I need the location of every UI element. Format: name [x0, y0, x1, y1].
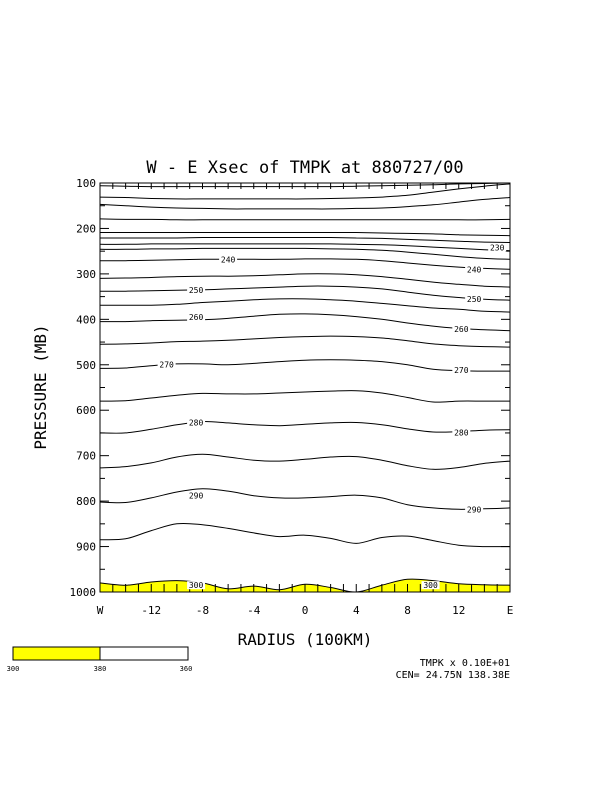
x-tick-label: -8 [196, 604, 209, 617]
x-tick-label: -4 [247, 604, 261, 617]
contour-label-mask [219, 255, 238, 264]
units-note: TMPK x 0.10E+01 [420, 658, 510, 669]
contour-label-mask [465, 505, 484, 514]
contour-label-mask [187, 418, 206, 427]
contour-275 [99, 390, 510, 403]
contour-label-290: 290 [467, 505, 482, 514]
colorbar-label: 380 [94, 665, 107, 673]
contour-250 [99, 285, 511, 301]
x-tick-label: 0 [302, 604, 309, 617]
colorbar-label: 360 [180, 665, 193, 673]
contour-label-290: 290 [189, 492, 204, 501]
contour-label-250: 250 [467, 295, 482, 304]
contour-240 [99, 258, 511, 270]
contour-label-260: 260 [454, 325, 469, 334]
contour-label-mask [465, 294, 484, 303]
y-tick-label: 200 [76, 222, 96, 235]
contour-label-240: 240 [221, 255, 236, 264]
contour-255 [100, 298, 511, 313]
x-tick-label: W [97, 604, 104, 617]
contour-label-mask [187, 581, 206, 590]
contour-label-mask [421, 581, 440, 590]
contour-label-270: 270 [159, 360, 174, 369]
y-tick-label: 500 [76, 359, 96, 372]
y-tick-label: 400 [76, 313, 96, 326]
contour-label-300: 300 [423, 581, 438, 590]
contour-label-mask [452, 324, 471, 333]
contour-label-280: 280 [454, 428, 469, 437]
contour-295 [99, 522, 511, 548]
y-tick-label: 600 [76, 404, 96, 417]
contour-280 [99, 421, 511, 434]
contour-label-240: 240 [467, 265, 482, 274]
contour-lines [99, 182, 511, 593]
colorbar-filled [12, 646, 101, 661]
contour-230 [99, 243, 511, 252]
contour-265 [99, 335, 511, 348]
x-axis-label: RADIUS (100KM) [238, 630, 373, 649]
x-tick-label: 12 [452, 604, 465, 617]
contour-220 [100, 232, 511, 237]
chart-title: W - E Xsec of TMPK at 880727/00 [146, 158, 463, 178]
x-tick-label: E [507, 604, 514, 617]
contour-label-260: 260 [189, 313, 204, 322]
x-tick-label: 4 [353, 604, 360, 617]
contour-205 [99, 183, 511, 200]
contour-245 [99, 273, 511, 288]
contour-label-230: 230 [490, 244, 505, 253]
y-axis: 100 200 300 400 500 600 700 800 900 1000 [70, 177, 510, 599]
y-tick-label: 900 [76, 541, 96, 554]
contour-label-mask [452, 428, 471, 437]
colorbar-label: 300 [7, 665, 20, 673]
contour-labels: 300 300 290 290 280 280 270 270 260 260 250 250 240 2… [157, 243, 507, 590]
contour-290 [99, 488, 511, 510]
x-tick-label: 8 [404, 604, 411, 617]
y-tick-label: 1000 [70, 586, 97, 599]
colorbar-empty [99, 646, 189, 661]
center-note: CEN= 24.75N 138.38E [396, 670, 510, 681]
y-tick-label: 800 [76, 495, 96, 508]
contour-210 [99, 197, 511, 210]
contour-label-mask [157, 360, 176, 369]
contour-label-mask [187, 285, 206, 294]
contour-label-300: 300 [189, 581, 204, 590]
contour-260 [99, 313, 511, 332]
contour-215 [99, 218, 511, 221]
y-axis-label: PRESSURE (MB) [31, 324, 50, 449]
contour-285 [99, 453, 511, 470]
contour-label-mask [452, 366, 471, 375]
y-tick-label: 300 [76, 268, 96, 281]
contour-label-mask [187, 313, 206, 322]
x-axis: W -12 -8 -4 0 4 8 12 E [97, 584, 514, 617]
contour-label-mask [488, 243, 507, 252]
contour-label-280: 280 [189, 418, 204, 427]
contour-235 [99, 247, 511, 260]
y-tick-label: 100 [76, 177, 96, 190]
contour-label-270: 270 [454, 366, 469, 375]
contour-225 [99, 236, 511, 243]
contour-label-250: 250 [189, 286, 204, 295]
y-tick-label: 700 [76, 450, 96, 463]
contour-label-mask [187, 491, 206, 500]
x-tick-label: -12 [141, 604, 161, 617]
top-station-ticks [112, 183, 498, 189]
contour-label-mask [465, 265, 484, 274]
